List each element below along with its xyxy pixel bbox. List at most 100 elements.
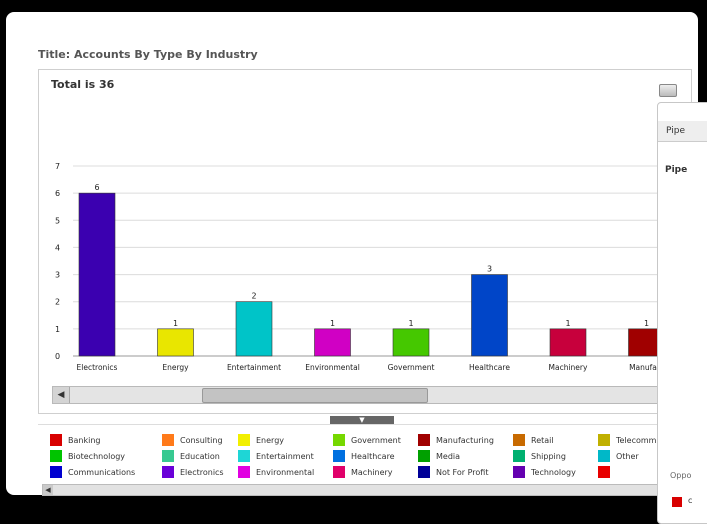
legend-label: Biotechnology (68, 451, 126, 461)
panel-title: Title: Accounts By Type By Industry (38, 48, 258, 61)
category-label: Machinery (549, 363, 588, 372)
legend-label: Not For Profit (436, 467, 489, 477)
legend-label: Environmental (256, 467, 315, 477)
legend-item[interactable]: Environmental (238, 465, 314, 479)
legend-item[interactable]: Education (162, 449, 220, 463)
collapse-handle[interactable]: ▼ (330, 416, 394, 425)
legend-label: Media (436, 451, 461, 461)
legend-swatch (598, 450, 610, 462)
legend-item[interactable]: Not For Profit (418, 465, 488, 479)
y-tick-label: 4 (55, 243, 60, 252)
category-label: Environmental (305, 363, 360, 372)
legend-swatch (598, 434, 610, 446)
y-tick-label: 3 (55, 271, 60, 280)
legend-label: Education (180, 451, 220, 461)
legend-item[interactable] (598, 465, 616, 479)
legend-swatch (50, 434, 62, 446)
y-tick-label: 6 (55, 189, 60, 198)
bar[interactable] (235, 301, 273, 357)
bar[interactable] (157, 328, 194, 357)
bar-value-label: 1 (565, 319, 570, 328)
legend-item[interactable]: Healthcare (333, 449, 395, 463)
legend-swatch (238, 450, 250, 462)
legend-label: Consulting (180, 435, 223, 445)
legend-item[interactable]: Consulting (162, 433, 223, 447)
legend-swatch (418, 466, 430, 478)
category-label: Electronics (77, 363, 118, 372)
pipeline-heading: Pipe (665, 165, 688, 175)
legend-swatch (238, 466, 250, 478)
bar-value-label: 1 (330, 319, 335, 328)
legend-item[interactable]: Technology (513, 465, 576, 479)
legend-swatch (418, 450, 430, 462)
legend-label: Manufacturing (436, 435, 494, 445)
legend-swatch (513, 450, 525, 462)
legend-swatch (513, 434, 525, 446)
pipeline-window: Pipe Pipe Oppo c (657, 102, 707, 524)
bar-value-label: 6 (94, 183, 99, 192)
legend-item[interactable]: Media (418, 449, 460, 463)
category-label: Entertainment (227, 363, 281, 372)
bar-chart: 0 1 2 3 4 5 6 7 6 Electronics 1 Energy 2 Entertainmen… (55, 162, 687, 372)
legend-swatch (333, 450, 345, 462)
legend-item[interactable]: Biotechnology (50, 449, 125, 463)
legend-swatch (418, 434, 430, 446)
pipeline-tab[interactable]: Pipe (658, 121, 707, 142)
pipeline-footer-label: Oppo (670, 471, 692, 480)
legend-label: Banking (68, 435, 101, 445)
pipeline-footer-item: c (688, 496, 693, 505)
legend-label: Retail (531, 435, 554, 445)
bar[interactable] (392, 328, 430, 357)
legend-item[interactable]: Other (598, 449, 639, 463)
legend-swatch (333, 466, 345, 478)
legend-item[interactable]: Entertainment (238, 449, 314, 463)
legend-item[interactable]: Energy (238, 433, 284, 447)
legend-label: Healthcare (351, 451, 395, 461)
legend-item[interactable]: Communications (50, 465, 135, 479)
legend-swatch (50, 466, 62, 478)
legend-swatch (162, 466, 174, 478)
bar-value-label: 3 (487, 265, 492, 274)
legend-item[interactable]: Government (333, 433, 401, 447)
bar[interactable] (78, 192, 116, 357)
legend-label: Technology (531, 467, 576, 477)
scroll-left-arrow-icon[interactable]: ◀ (53, 387, 70, 403)
category-label: Government (388, 363, 435, 372)
legend-item[interactable]: Banking (50, 433, 100, 447)
legend-label: Other (616, 451, 639, 461)
y-tick-label: 7 (55, 162, 60, 171)
y-tick-label: 0 (55, 352, 60, 361)
scroll-thumb[interactable] (202, 388, 428, 403)
pipeline-footer-swatch (672, 497, 682, 507)
bar-value-label: 1 (644, 319, 649, 328)
legend-item[interactable]: Electronics (162, 465, 224, 479)
legend-swatch (513, 466, 525, 478)
legend-item[interactable]: Retail (513, 433, 554, 447)
chart-scrollbar[interactable]: ◀ (52, 386, 684, 404)
bar[interactable] (549, 328, 587, 357)
legend-label: Energy (256, 435, 285, 445)
legend-label: Government (351, 435, 401, 445)
legend-item[interactable]: Shipping (513, 449, 566, 463)
y-tick-label: 5 (55, 216, 60, 225)
bar-value-label: 1 (408, 319, 413, 328)
legend-item[interactable]: Manufacturing (418, 433, 494, 447)
y-tick-label: 1 (55, 325, 60, 334)
legend-swatch (333, 434, 345, 446)
bar[interactable] (314, 328, 351, 357)
category-label: Energy (162, 363, 189, 372)
legend-label: Telecommu (616, 435, 662, 445)
legend-scrollbar[interactable]: ◀ (42, 484, 684, 496)
legend-scroll-left-icon[interactable]: ◀ (43, 485, 53, 495)
bar-value-label: 2 (251, 292, 256, 301)
legend-label: Communications (68, 467, 136, 477)
legend-item[interactable]: Telecommu (598, 433, 662, 447)
chart-menu-icon[interactable] (659, 84, 677, 97)
legend-label: Machinery (351, 467, 393, 477)
legend-item[interactable]: Machinery (333, 465, 393, 479)
legend-label: Entertainment (256, 451, 314, 461)
bar[interactable] (471, 274, 508, 357)
legend-label: Electronics (180, 467, 224, 477)
bar-value-label: 1 (173, 319, 178, 328)
legend-swatch (50, 450, 62, 462)
